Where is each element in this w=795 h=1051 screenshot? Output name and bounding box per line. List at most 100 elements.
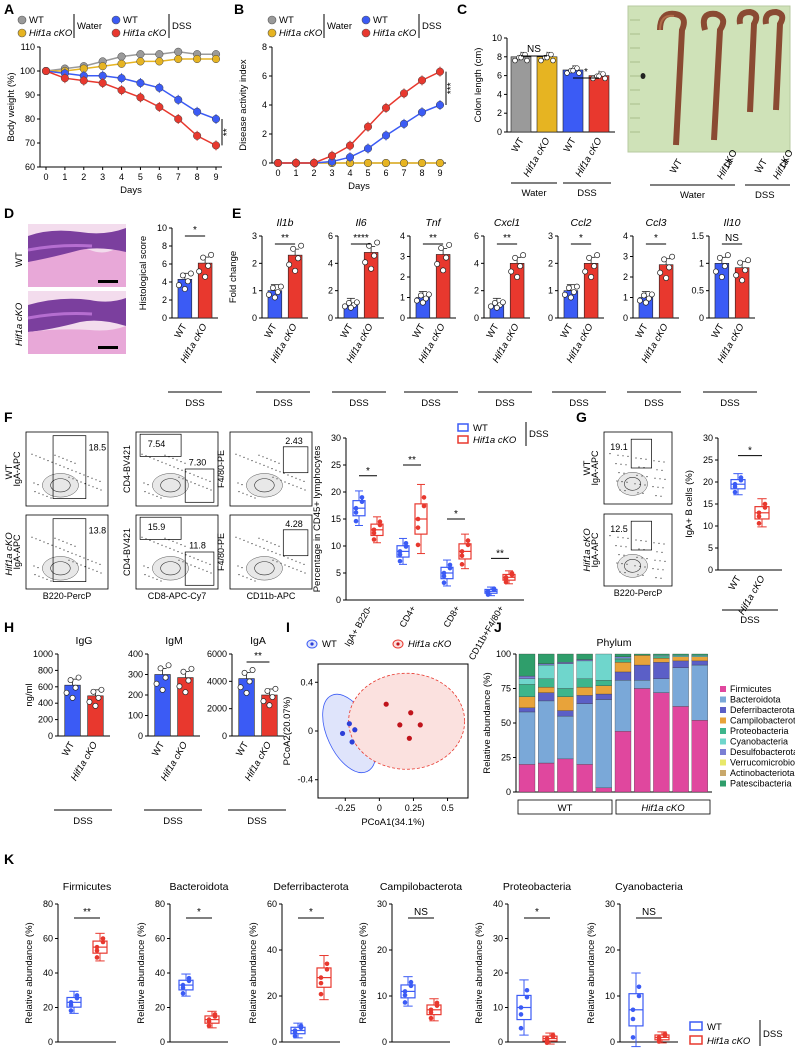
data-point xyxy=(72,684,79,691)
y-tick-label: 100 xyxy=(20,66,35,76)
data-point xyxy=(260,698,267,705)
flow-event xyxy=(304,572,306,574)
y-tick-label: 20 xyxy=(43,1003,53,1013)
svg-text:WT: WT xyxy=(14,252,25,267)
data-point xyxy=(193,54,202,64)
stacked-bar-segment xyxy=(518,764,536,793)
flow-event xyxy=(295,477,297,479)
data-point xyxy=(165,662,172,669)
flow-event xyxy=(641,557,643,559)
flow-event xyxy=(38,492,40,494)
flow-event xyxy=(637,574,639,576)
legend-label: WT xyxy=(322,639,337,650)
data-point xyxy=(524,987,530,993)
y-tick-label: 2 xyxy=(262,129,267,139)
y-tick-label: 60 xyxy=(155,934,165,944)
data-point xyxy=(491,586,497,591)
flow-event xyxy=(50,580,52,582)
data-point xyxy=(381,103,391,112)
data-point xyxy=(117,59,126,68)
flow-event xyxy=(84,566,86,568)
y-tick-label: 50 xyxy=(501,718,511,728)
flow-event xyxy=(194,483,196,485)
significance-label: ** xyxy=(408,455,416,466)
flow-y-label: IgA-APC xyxy=(590,450,600,486)
x-tick-label: WT xyxy=(234,740,251,758)
y-tick-label: 1 xyxy=(548,286,553,296)
flow-event xyxy=(156,578,158,581)
group-label: DSS xyxy=(349,398,369,409)
flow-event xyxy=(79,472,81,474)
flow-event xyxy=(259,463,261,465)
data-point xyxy=(503,575,509,580)
panel-label-b: B xyxy=(234,1,244,17)
flow-event xyxy=(619,571,621,573)
stacked-bar-segment xyxy=(576,703,593,765)
flow-event xyxy=(235,536,237,538)
data-point xyxy=(447,565,453,571)
data-point xyxy=(353,299,360,306)
flow-density xyxy=(152,473,189,498)
y-tick-label: 25 xyxy=(703,455,713,465)
flow-event xyxy=(153,541,155,543)
data-point xyxy=(98,78,107,88)
group-label: DSS xyxy=(720,398,740,409)
flow-event xyxy=(251,460,253,462)
y-tick-label: 400 xyxy=(128,649,143,659)
stacked-bar-segment xyxy=(557,662,574,664)
flow-event xyxy=(185,554,187,556)
flow-event xyxy=(237,482,239,484)
data-point xyxy=(520,252,527,259)
data-point xyxy=(428,1007,434,1013)
data-point xyxy=(185,677,192,684)
y-tick-label: 0 xyxy=(548,313,553,323)
chart-title: Phylum xyxy=(596,637,631,649)
y-tick-label: 20 xyxy=(155,1003,165,1013)
stacked-bar-segment xyxy=(557,758,574,793)
flow-event xyxy=(274,544,276,546)
stacked-bar-segment xyxy=(595,653,612,681)
stacked-bar-segment xyxy=(614,657,632,660)
stacked-bar-segment xyxy=(691,655,708,657)
data-point xyxy=(383,701,389,707)
flow-event xyxy=(160,497,162,499)
y-tick-label: 30 xyxy=(703,433,713,443)
stacked-bar-segment xyxy=(634,653,651,656)
flow-gate xyxy=(630,520,652,551)
y-tick-label: 1 xyxy=(400,293,405,303)
flow-event xyxy=(186,562,188,565)
flow-event xyxy=(263,547,265,550)
data-point xyxy=(269,284,276,291)
significance-label: * xyxy=(579,233,583,244)
flow-event xyxy=(634,565,636,567)
y-tick-label: 2 xyxy=(328,286,333,296)
stacked-bar-segment xyxy=(614,659,632,663)
y-tick-label: 5 xyxy=(708,543,713,553)
stacked-bar-segment xyxy=(538,762,555,793)
y-tick-label: 0 xyxy=(400,313,405,323)
flow-density xyxy=(246,473,283,498)
flow-event xyxy=(143,565,145,567)
flow-event xyxy=(88,484,90,486)
group-label: DSS xyxy=(644,398,664,409)
stacked-bar-segment xyxy=(576,659,593,662)
flow-event xyxy=(262,456,264,458)
data-point xyxy=(345,300,352,306)
flow-density xyxy=(617,472,648,496)
flow-event xyxy=(659,478,661,480)
y-tick-label: 110 xyxy=(21,42,35,52)
flow-event xyxy=(295,560,297,562)
data-point xyxy=(636,297,643,304)
flow-event xyxy=(165,463,167,465)
series-line xyxy=(278,104,441,164)
y-tick-label: 0 xyxy=(506,787,511,797)
data-point xyxy=(318,991,324,997)
svg-text:WT: WT xyxy=(707,1022,722,1033)
data-point xyxy=(98,62,107,71)
data-point xyxy=(399,89,409,98)
y-tick-label: 20 xyxy=(331,487,341,497)
flow-event xyxy=(625,546,627,548)
stacked-bar-segment xyxy=(691,660,708,666)
x-tick-label: 7 xyxy=(401,168,406,178)
y-tick-label: 0 xyxy=(382,1037,387,1047)
